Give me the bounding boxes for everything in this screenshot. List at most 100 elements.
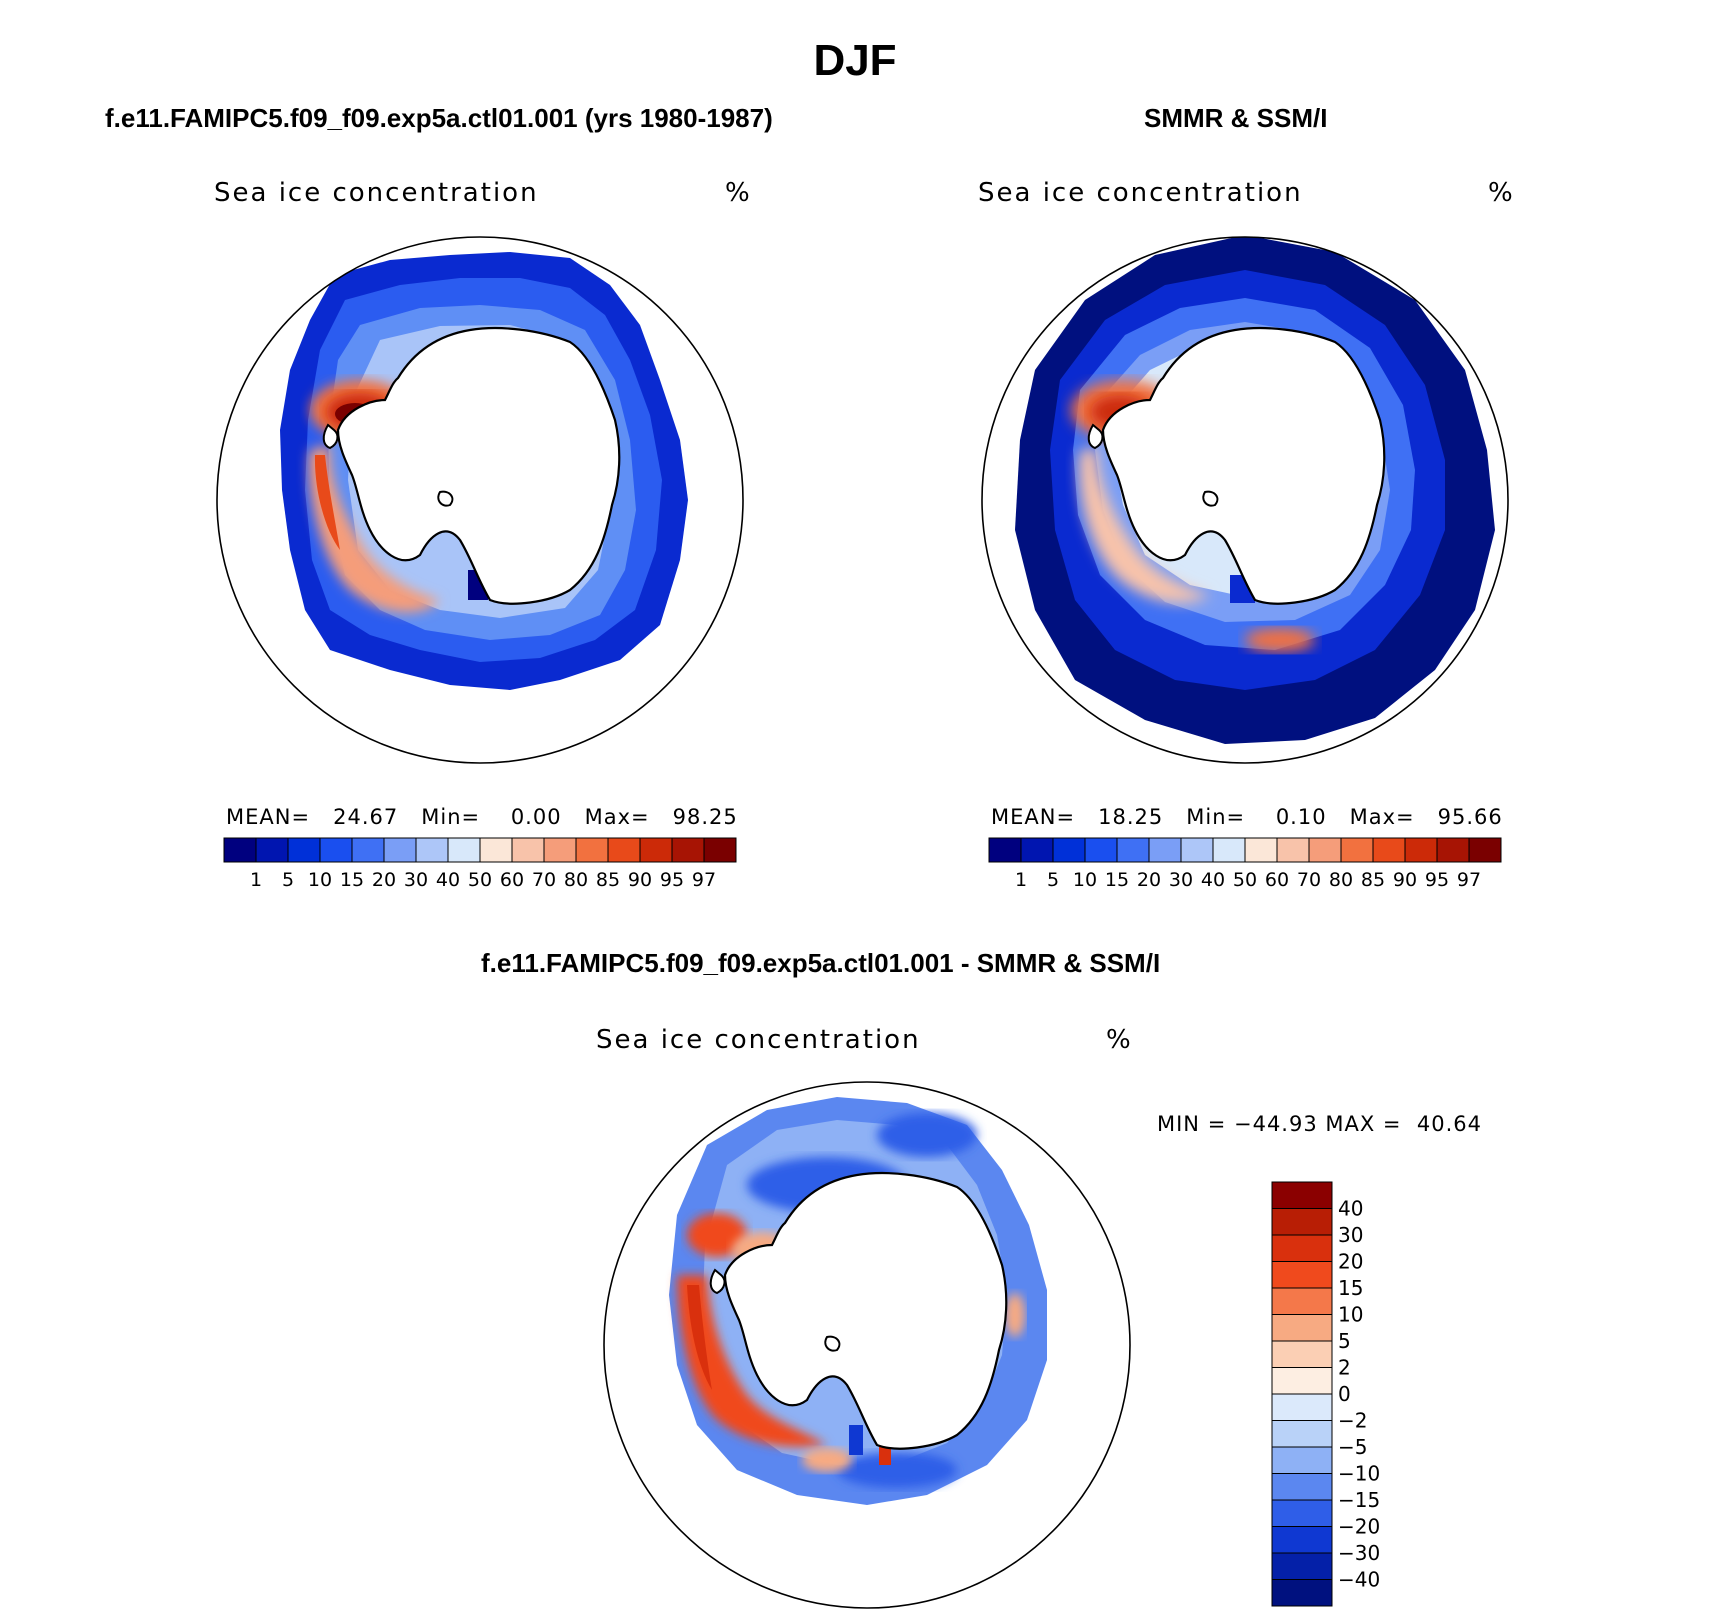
colorbar-tick-label: 0 xyxy=(1338,1382,1351,1406)
colorbar-tick-label: 60 xyxy=(500,869,524,891)
max-label: Max= xyxy=(584,805,650,829)
colorbar-tick-label: 80 xyxy=(564,869,588,891)
colorbar-swatch xyxy=(1468,837,1502,863)
colorbar-tick-label: 97 xyxy=(692,869,716,891)
colorbar-swatch xyxy=(607,837,641,863)
colorbar-swatch xyxy=(1271,1340,1333,1368)
colorbar-tick-label: 30 xyxy=(1169,869,1193,891)
min-value: 0.10 xyxy=(1275,805,1327,829)
colorbar-swatch xyxy=(1271,1473,1333,1501)
colorbar-tick-label: 70 xyxy=(1297,869,1321,891)
colorbar-swatch xyxy=(319,837,353,863)
colorbar-tick-label: 15 xyxy=(1105,869,1129,891)
colorbar-swatch xyxy=(1271,1367,1333,1395)
colorbar-tick-label: 30 xyxy=(1338,1223,1363,1247)
colorbar-swatch xyxy=(1271,1181,1333,1209)
colorbar-swatch xyxy=(1271,1393,1333,1421)
colorbar-tick-label: 85 xyxy=(596,869,620,891)
colorbar-tick-label: 97 xyxy=(1457,869,1481,891)
obs-variable-label: Sea ice concentration xyxy=(978,178,1303,208)
colorbar-swatch xyxy=(511,837,545,863)
colorbar-tick-label: 40 xyxy=(436,869,460,891)
colorbar-tick-label: 15 xyxy=(1338,1276,1363,1300)
max-value: 95.66 xyxy=(1437,805,1503,829)
colorbar-tick-label: −30 xyxy=(1338,1541,1380,1565)
min-label: MIN = xyxy=(1157,1112,1227,1136)
colorbar-tick-label: 85 xyxy=(1361,869,1385,891)
min-label: Min= xyxy=(1186,805,1246,829)
colorbar-tick-label: 95 xyxy=(660,869,684,891)
colorbar-swatch xyxy=(1052,837,1086,863)
colorbar-swatch xyxy=(1180,837,1214,863)
colorbar-swatch xyxy=(543,837,577,863)
colorbar-tick-label: 2 xyxy=(1338,1356,1351,1380)
colorbar-swatch xyxy=(1308,837,1342,863)
colorbar-swatch xyxy=(1404,837,1438,863)
colorbar-swatch xyxy=(1148,837,1182,863)
colorbar-tick-label: 20 xyxy=(1338,1250,1363,1274)
colorbar-swatch xyxy=(1271,1420,1333,1448)
colorbar-swatch xyxy=(1372,837,1406,863)
colorbar-swatch xyxy=(1340,837,1374,863)
diff-units-label: % xyxy=(1106,1025,1131,1055)
colorbar-tick-label: 40 xyxy=(1201,869,1225,891)
colorbar-swatch xyxy=(703,837,737,863)
obs-units-label: % xyxy=(1488,178,1513,208)
obs-colorbar: 1 5 10 15 20 30 40 50 60 70 80 85 90 95 97 xyxy=(988,837,1502,891)
obs-panel-title: SMMR & SSM/I xyxy=(1144,103,1328,133)
colorbar-swatch xyxy=(351,837,385,863)
colorbar-tick-label: 5 xyxy=(282,869,294,891)
colorbar-tick-label: 1 xyxy=(250,869,262,891)
max-label: MAX = xyxy=(1325,1112,1402,1136)
model-colorbar: 1 5 10 15 20 30 40 50 60 70 80 85 90 95 97 xyxy=(223,837,737,891)
min-value: −44.93 xyxy=(1233,1112,1318,1136)
colorbar-swatch xyxy=(1244,837,1278,863)
colorbar-tick-label: 40 xyxy=(1338,1197,1363,1221)
max-label: Max= xyxy=(1349,805,1415,829)
model-panel-title: f.e11.FAMIPC5.f09_f09.exp5a.ctl01.001 (y… xyxy=(105,103,773,133)
colorbar-swatch xyxy=(1276,837,1310,863)
antarctica-coastline xyxy=(1101,326,1386,605)
max-value: 40.64 xyxy=(1416,1112,1483,1136)
colorbar-tick-label: −5 xyxy=(1338,1435,1367,1459)
colorbar-tick-label: 20 xyxy=(1137,869,1161,891)
colorbar-swatch xyxy=(1084,837,1118,863)
model-variable-label: Sea ice concentration xyxy=(214,178,539,208)
colorbar-tick-label: 80 xyxy=(1329,869,1353,891)
colorbar-tick-label: 95 xyxy=(1425,869,1449,891)
colorbar-swatch xyxy=(1271,1552,1333,1580)
colorbar-tick-label: −10 xyxy=(1338,1462,1380,1486)
colorbar-swatch xyxy=(383,837,417,863)
colorbar-tick-label: 10 xyxy=(1073,869,1097,891)
colorbar-swatch xyxy=(639,837,673,863)
colorbar-swatch xyxy=(287,837,321,863)
colorbar-tick-label: −15 xyxy=(1338,1488,1380,1512)
colorbar-swatch xyxy=(255,837,289,863)
colorbar-swatch xyxy=(671,837,705,863)
mean-label: MEAN= xyxy=(991,805,1076,829)
colorbar-swatch xyxy=(223,837,257,863)
colorbar-tick-label: 90 xyxy=(1393,869,1417,891)
main-title: DJF xyxy=(813,36,897,85)
model-stats: MEAN= 24.67 Min= 0.00 Max= 98.25 xyxy=(226,805,738,829)
colorbar-swatch xyxy=(1271,1287,1333,1315)
map-boundary-circle xyxy=(981,236,1509,764)
colorbar-swatch xyxy=(1020,837,1054,863)
obs-stats: MEAN= 18.25 Min= 0.10 Max= 95.66 xyxy=(991,805,1503,829)
mean-value: 24.67 xyxy=(333,805,399,829)
colorbar-tick-label: 1 xyxy=(1015,869,1027,891)
colorbar-swatch xyxy=(1116,837,1150,863)
colorbar-swatch xyxy=(1271,1261,1333,1289)
colorbar-swatch xyxy=(1436,837,1470,863)
colorbar-tick-label: 60 xyxy=(1265,869,1289,891)
max-value: 98.25 xyxy=(672,805,738,829)
colorbar-swatch xyxy=(1212,837,1246,863)
colorbar-swatch xyxy=(447,837,481,863)
min-label: Min= xyxy=(421,805,481,829)
colorbar-swatch xyxy=(988,837,1022,863)
diff-stats: MIN = −44.93 MAX = 40.64 xyxy=(1157,1112,1482,1136)
difference-polar-map xyxy=(603,1081,1131,1609)
colorbar-tick-label: 5 xyxy=(1338,1329,1351,1353)
colorbar-tick-label: 10 xyxy=(308,869,332,891)
colorbar-swatch xyxy=(1271,1526,1333,1554)
